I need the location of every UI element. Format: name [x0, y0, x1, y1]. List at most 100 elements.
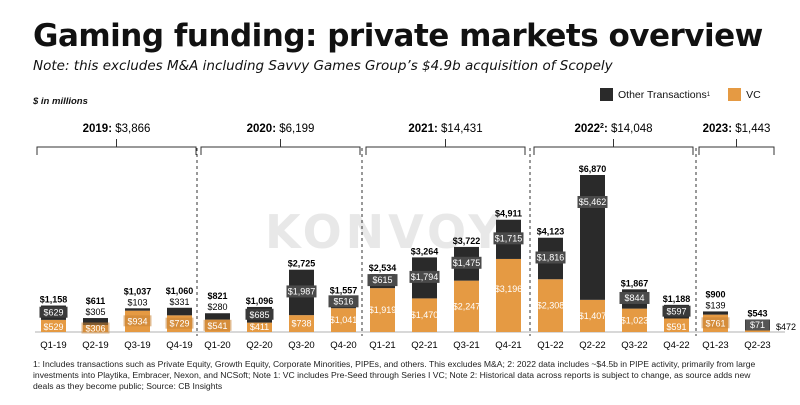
vc-label-Q4-19: $729 [169, 319, 189, 329]
other-label-Q2-22: $5,462 [579, 197, 607, 207]
tick-label-Q4-21: Q4-21 [495, 340, 521, 351]
bar-vc-Q4-20 [331, 308, 356, 332]
vc-label-Q1-23: $761 [705, 318, 725, 328]
legend-sup-other: 1 [706, 91, 711, 98]
total-label-Q4-19: $1,060 [166, 286, 194, 296]
vc-label-Q1-21: $1,919 [369, 305, 397, 315]
total-label-Q1-20: $821 [207, 291, 227, 301]
other-label-Q1-22: $1,816 [537, 252, 565, 262]
vc-label-bg-Q2-19 [81, 322, 110, 334]
vc-label-Q3-21: $2,247 [453, 301, 481, 311]
total-label-Q1-23: $900 [705, 289, 725, 299]
year-bracket-2022 [533, 139, 694, 155]
bar-other-Q3-19 [125, 308, 150, 311]
tick-label-Q3-20: Q3-20 [288, 340, 314, 351]
tick-label-Q2-22: Q2-22 [579, 340, 605, 351]
year-header-2020: 2020: $6,199 [247, 123, 315, 135]
vc-label-Q2-19: $306 [85, 324, 105, 334]
vc-label-bg-Q1-23 [701, 317, 730, 329]
tick-label-Q2-19: Q2-19 [82, 340, 108, 351]
total-label-Q3-19: $1,037 [124, 286, 152, 296]
other-label-Q4-19: $331 [169, 297, 189, 307]
total-label-Q4-21: $4,911 [495, 209, 522, 219]
other-label-Q3-19: $103 [127, 297, 147, 307]
tick-label-Q4-22: Q4-22 [663, 340, 689, 351]
tick-label-Q1-19: Q1-19 [40, 340, 66, 351]
other-label-bg-Q1-22 [535, 251, 566, 264]
tick-label-Q1-22: Q1-22 [537, 340, 563, 351]
vc-label-bg-Q2-23 [745, 320, 770, 330]
chart-title: Gaming funding: private markets overview [33, 18, 763, 54]
bar-vc-Q1-19 [41, 319, 66, 332]
legend-swatch-vc [728, 88, 742, 101]
tick-label-Q1-21: Q1-21 [369, 340, 395, 351]
other-label-Q3-20: $1,987 [288, 286, 316, 296]
tick-label-Q1-23: Q1-23 [702, 340, 728, 351]
legend-item-other: Other Transactions 1 [600, 88, 710, 101]
total-label-Q3-21: $3,722 [453, 236, 481, 246]
other-label-bg-Q4-20 [328, 295, 359, 308]
bar-vc-Q3-20 [289, 315, 314, 332]
other-label-Q2-21: $1,794 [411, 272, 439, 282]
other-label-Q2-23: $472 [776, 322, 796, 332]
total-label-Q2-22: $6,870 [579, 164, 607, 174]
other-label-bg-Q4-21 [493, 232, 524, 245]
tick-label-Q2-21: Q2-21 [411, 340, 437, 351]
vc-label-Q1-22: $2,308 [537, 301, 565, 311]
total-label-Q3-22: $1,867 [621, 278, 649, 288]
unit-label: $ in millions [33, 96, 88, 107]
bar-other-Q1-20 [205, 313, 230, 320]
vc-label-Q1-19: $529 [43, 322, 63, 332]
bar-other-Q1-23 [703, 311, 728, 315]
other-label-Q1-19: $629 [43, 308, 63, 318]
funding-chart: 2019: $3,866 2020: $6,199 2021: $14,431 202… [35, 123, 796, 351]
year-header-2019: 2019: $3,866 [83, 123, 151, 135]
bar-vc-Q2-21 [412, 298, 437, 332]
other-label-Q4-22: $597 [666, 307, 686, 317]
bar-vc-Q1-21 [370, 288, 395, 332]
other-label-Q2-20: $685 [249, 310, 269, 320]
other-label-bg-Q4-22 [662, 305, 691, 317]
vc-label-Q4-22: $591 [666, 322, 686, 332]
vc-label-Q2-23: $71 [750, 320, 765, 330]
bar-vc-Q4-21 [496, 258, 521, 332]
other-label-bg-Q3-22 [619, 291, 650, 304]
bar-vc-Q3-21 [454, 280, 479, 332]
bar-other-Q4-19 [167, 307, 192, 316]
other-label-Q3-21: $1,475 [453, 258, 481, 268]
bar-vc-Q3-22 [622, 308, 647, 332]
tick-label-Q2-20: Q2-20 [246, 340, 272, 351]
other-label-Q1-20: $280 [207, 302, 227, 312]
tick-label-Q3-21: Q3-21 [453, 340, 479, 351]
other-label-bg-Q1-21 [367, 274, 398, 287]
other-label-Q2-19: $305 [85, 307, 105, 317]
tick-label-Q3-22: Q3-22 [621, 340, 647, 351]
total-label-Q2-19: $611 [86, 296, 106, 306]
vc-label-Q2-21: $1,470 [411, 310, 439, 320]
other-label-bg-Q1-19 [39, 306, 68, 318]
total-label-Q1-21: $2,534 [369, 263, 397, 273]
other-label-bg-Q3-20 [286, 285, 317, 298]
other-label-Q1-23: $139 [705, 300, 725, 310]
tick-label-Q1-20: Q1-20 [204, 340, 230, 351]
vc-label-Q1-20: $541 [207, 321, 227, 331]
legend-swatch-other [600, 88, 613, 101]
legend-item-vc: VC [728, 88, 761, 101]
total-label-Q2-23: $543 [747, 309, 767, 319]
other-label-Q1-21: $615 [372, 275, 392, 285]
year-bracket-2021 [365, 139, 526, 155]
year-header-2023: 2023: $1,443 [703, 123, 771, 135]
total-label-Q4-22: $1,188 [663, 294, 691, 304]
other-label-Q4-21: $1,715 [495, 233, 523, 243]
year-header-2021: 2021: $14,431 [408, 123, 482, 135]
bar-vc-Q2-23 [745, 330, 770, 332]
year-header-2022: 20222: $14,048 [574, 123, 652, 135]
vc-label-Q4-20: $1,041 [330, 315, 358, 325]
tick-label-Q2-23: Q2-23 [744, 340, 770, 351]
bar-other-Q2-22 [580, 174, 605, 300]
vc-label-Q2-20: $411 [250, 322, 269, 332]
total-label-Q2-20: $1,096 [246, 296, 274, 306]
total-label-Q3-20: $2,725 [288, 259, 316, 269]
bar-other-Q2-19 [83, 318, 108, 326]
year-bracket-2019 [36, 139, 197, 155]
